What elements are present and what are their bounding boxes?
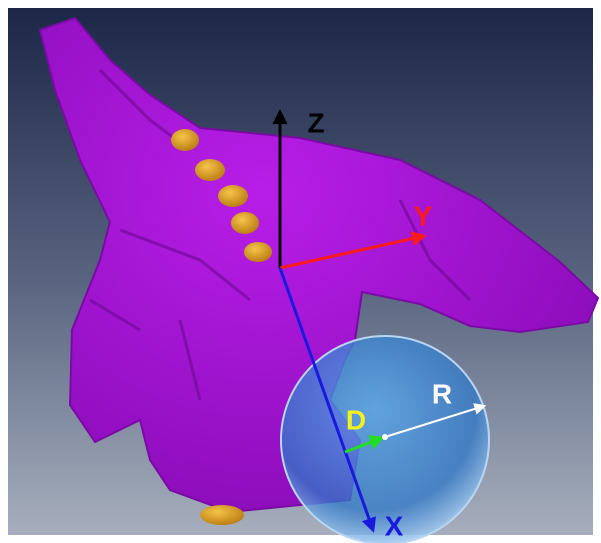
y-label: Y bbox=[414, 200, 433, 231]
z-label: Z bbox=[307, 107, 324, 138]
d-label: D bbox=[346, 404, 366, 435]
render-view: Z Y X D R bbox=[0, 0, 601, 543]
r-label: R bbox=[432, 378, 452, 409]
page: Z Y X D R (() => { const data = JSON.par… bbox=[0, 0, 601, 543]
x-label: X bbox=[385, 510, 404, 541]
